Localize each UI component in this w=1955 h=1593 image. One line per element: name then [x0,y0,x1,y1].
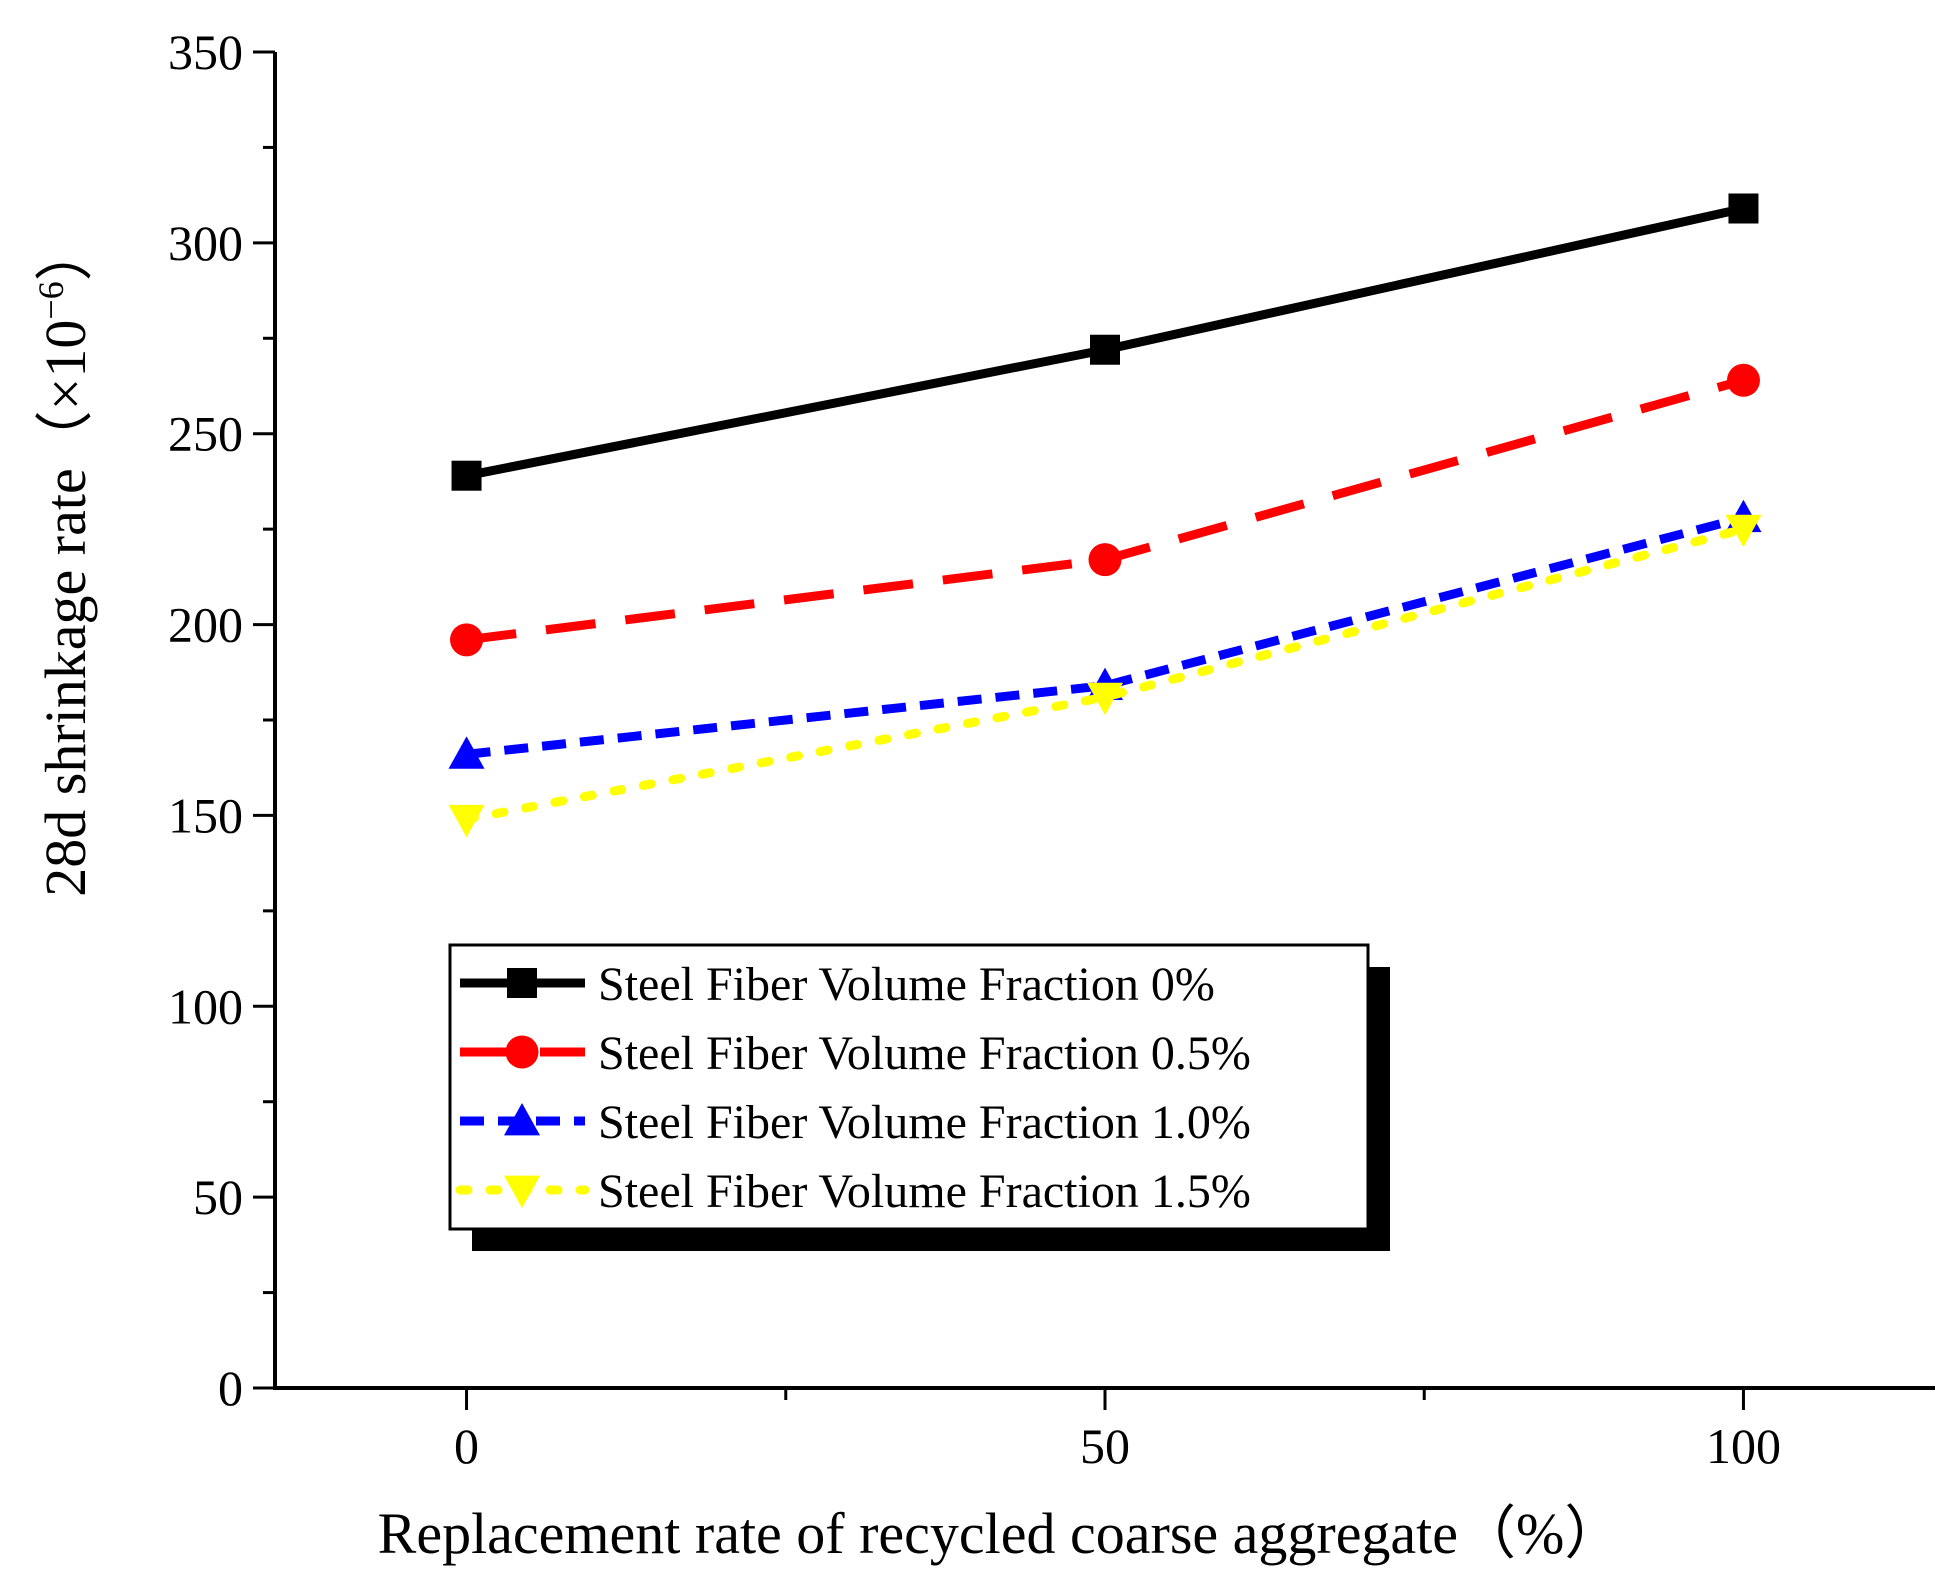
legend-label: Steel Fiber Volume Fraction 1.0% [598,1096,1251,1149]
point-marker-circle [1726,363,1760,397]
series-line [466,513,1745,759]
series-0 [451,193,1759,491]
legend-label: Steel Fiber Volume Fraction 0.5% [598,1027,1251,1080]
legend: Steel Fiber Volume Fraction 0% Steel Fibe… [448,943,1390,1251]
series-3 [448,514,1762,838]
point-marker-triangle-up [448,736,485,769]
x-tick-label: 0 [454,1418,479,1474]
legend-label: Steel Fiber Volume Fraction 1.5% [598,1165,1251,1218]
point-marker-square [451,460,482,491]
y-axis-title: 28d shrinkage rate（×10−6） [31,223,98,896]
x-tick-label: 50 [1080,1418,1130,1474]
point-marker-circle [450,623,484,657]
series-1 [450,363,1760,657]
point-marker-triangle-down [504,1175,540,1208]
y-tick-label: 0 [218,1360,243,1416]
series-line [462,524,1748,824]
series-2 [448,499,1762,769]
point-marker-triangle-down [1725,514,1762,548]
point-marker-triangle-down [448,804,485,838]
axes: 0 50 100 150 200 250 300 350 0 50 100 [168,24,1935,1474]
y-tick-label: 100 [168,978,243,1034]
point-marker-triangle-up [504,1103,540,1136]
y-tick-label: 350 [168,24,243,80]
y-tick-label: 300 [168,215,243,271]
point-marker-circle [505,1035,539,1069]
point-marker-square [507,968,537,998]
point-marker-triangle-down [1087,682,1123,716]
series-layer [448,193,1762,838]
y-tick-label: 250 [168,406,243,462]
y-tick-label: 200 [168,597,243,653]
legend-box [448,943,1370,1231]
point-marker-square [1090,334,1120,365]
y-tick-label: 50 [193,1169,243,1225]
y-axis-title-close: ） [33,223,98,281]
y-axis-title-main: 28d shrinkage rate（×10 [33,320,98,897]
y-axis-title-exponent: −6 [31,281,71,319]
point-marker-circle [1088,543,1122,577]
point-marker-square [1728,193,1759,224]
legend-label: Steel Fiber Volume Fraction 0% [598,958,1215,1011]
x-tick-label: 100 [1706,1418,1781,1474]
series-line [465,375,1745,645]
y-tick-label: 150 [168,787,243,843]
x-axis-title: Replacement rate of recycled coarse aggr… [378,1501,1623,1566]
